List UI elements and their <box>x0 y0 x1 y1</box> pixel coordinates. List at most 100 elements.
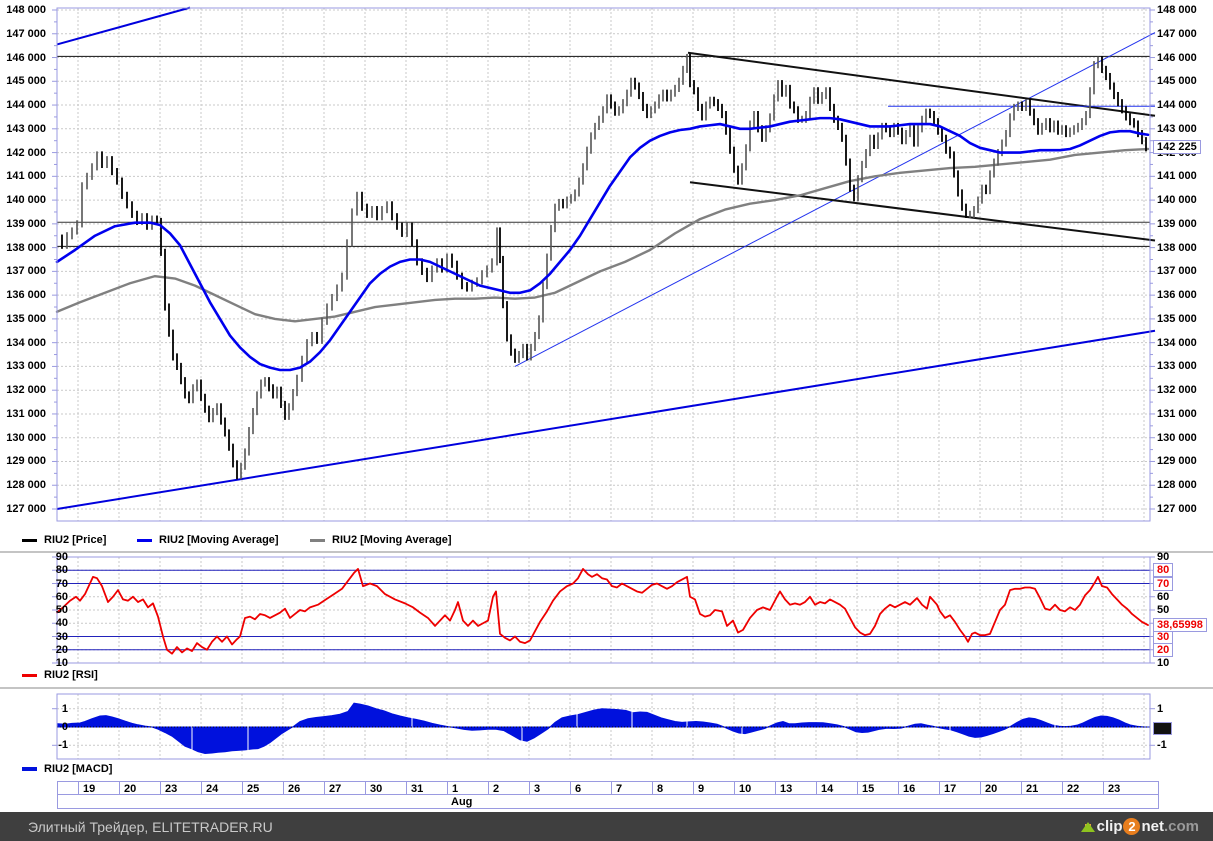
price-axis-label-left: 146 000 <box>6 51 46 64</box>
date-axis-cell-31: 31 <box>406 781 447 795</box>
rsi-axis-label-left: 90 <box>55 551 68 563</box>
rsi-axis-label-left: 30 <box>55 630 68 643</box>
price-axis-label-left: 140 000 <box>6 194 46 207</box>
date-axis-cell-27: 27 <box>324 781 365 795</box>
clip2net-com-text: .com <box>1163 818 1199 835</box>
rsi-guide-value-box: 20 <box>1153 642 1174 657</box>
price-axis-label-right: 144 000 <box>1157 99 1197 112</box>
date-axis-cell-14: 14 <box>816 781 857 795</box>
price-axis-label-left: 128 000 <box>6 479 46 492</box>
price-axis-label-right: 134 000 <box>1157 336 1197 349</box>
price-axis-label-right: 145 000 <box>1157 75 1197 88</box>
price-axis-label-right: 137 000 <box>1157 265 1197 278</box>
macd-axis-label-left: 0 <box>61 721 68 733</box>
footer-site-title: Элитный Трейдер, ELITETRADER.RU <box>28 818 273 835</box>
price-axis-label-left: 132 000 <box>6 384 46 397</box>
price-axis-label-left: 127 000 <box>6 503 46 515</box>
date-axis-cell-26: 26 <box>283 781 324 795</box>
date-axis-cell-20: 20 <box>980 781 1021 795</box>
date-axis-cell-24: 24 <box>201 781 242 795</box>
rsi-last-value-box: 38,65998 <box>1153 618 1207 633</box>
date-axis-cell-3: 3 <box>529 781 570 795</box>
price-axis-label-right: 133 000 <box>1157 360 1197 373</box>
price-axis-label-right: 127 000 <box>1157 503 1197 515</box>
macd-axis-label-right: -1 <box>1157 739 1167 752</box>
price-axis-label-right: 140 000 <box>1157 194 1197 207</box>
price-chart-svg <box>0 6 1213 760</box>
rsi-axis-label-left: 80 <box>55 564 68 577</box>
main-chart-legend: RIU2 [Price] RIU2 [Moving Average] RIU2 … <box>0 534 1213 550</box>
macd-label: RIU2 [MACD] <box>44 763 113 775</box>
month-axis-row <box>57 795 1159 809</box>
rsi-axis-label-left: 20 <box>55 643 68 656</box>
legend-item-ma-slow: RIU2 [Moving Average] <box>310 534 452 546</box>
price-axis-label-left: 137 000 <box>6 265 46 278</box>
price-axis-label-right: 138 000 <box>1157 241 1197 254</box>
date-axis-cell-1: 1 <box>447 781 488 795</box>
price-axis-label-left: 141 000 <box>6 170 46 183</box>
rsi-axis-label-left: 40 <box>55 617 68 630</box>
rsi-swatch-icon <box>22 673 37 677</box>
rsi-legend: RIU2 [RSI] <box>0 669 1213 685</box>
rsi-axis-label-right: 50 <box>1157 604 1170 616</box>
rsi-axis-label-left: 60 <box>55 590 68 603</box>
price-axis-label-left: 148 000 <box>6 4 46 16</box>
date-axis-cell-8: 8 <box>652 781 693 795</box>
price-axis-label-right: 146 000 <box>1157 51 1197 64</box>
price-axis-label-right: 148 000 <box>1157 4 1197 16</box>
price-axis-label-right: 135 000 <box>1157 312 1197 325</box>
rsi-axis-label-left: 70 <box>55 577 68 590</box>
price-axis-label-right: 131 000 <box>1157 407 1197 420</box>
clip2net-2-badge: 2 <box>1123 818 1141 835</box>
price-axis-label-right: 139 000 <box>1157 217 1197 230</box>
clip2net-net-text: net <box>1141 818 1164 835</box>
price-series-label: RIU2 [Price] <box>44 534 107 546</box>
legend-item-macd: RIU2 [MACD] <box>22 763 112 775</box>
rsi-axis-label-left: 50 <box>55 604 68 616</box>
rsi-label: RIU2 [RSI] <box>44 669 98 681</box>
date-axis-cell-9: 9 <box>693 781 734 795</box>
ma-slow-label: RIU2 [Moving Average] <box>332 534 452 546</box>
macd-axis-label-left: 1 <box>61 702 68 715</box>
month-label: Aug <box>451 796 473 808</box>
date-axis-cell-15: 15 <box>857 781 898 795</box>
price-axis-label-left: 142 000 <box>6 146 46 159</box>
rsi-axis-label-right: 60 <box>1157 590 1170 603</box>
legend-item-ma-fast: RIU2 [Moving Average] <box>137 534 279 546</box>
price-axis-label-right: 130 000 <box>1157 431 1197 444</box>
date-axis-cell-25: 25 <box>242 781 283 795</box>
date-axis-cell-10: 10 <box>734 781 775 795</box>
rsi-axis-label-left: 10 <box>55 657 68 669</box>
price-axis-label-left: 130 000 <box>6 431 46 444</box>
macd-last-value-marker <box>1153 722 1172 735</box>
date-axis-cell-7: 7 <box>611 781 652 795</box>
date-axis-cell-empty <box>57 781 78 795</box>
price-axis-label-right: 136 000 <box>1157 289 1197 302</box>
price-axis-label-right: 147 000 <box>1157 27 1197 40</box>
rsi-guide-value-box: 80 <box>1153 563 1174 578</box>
rsi-axis-label-right: 90 <box>1157 551 1170 563</box>
date-axis-cell-23: 23 <box>160 781 201 795</box>
clip2net-arrow-icon <box>1080 821 1095 832</box>
macd-swatch-icon <box>22 767 37 771</box>
date-axis-cell-17: 17 <box>939 781 980 795</box>
price-axis-label-left: 134 000 <box>6 336 46 349</box>
date-axis-cell-30: 30 <box>365 781 406 795</box>
price-axis-label-left: 136 000 <box>6 289 46 302</box>
date-axis-cell-22: 22 <box>1062 781 1103 795</box>
price-axis-label-right: 132 000 <box>1157 384 1197 397</box>
rsi-guide-value-box: 70 <box>1153 576 1174 591</box>
macd-legend: RIU2 [MACD] <box>0 763 1213 779</box>
price-axis-label-right: 128 000 <box>1157 479 1197 492</box>
footer-bar: Элитный Трейдер, ELITETRADER.RU clip 2 n… <box>0 812 1213 841</box>
price-axis-label-left: 147 000 <box>6 27 46 40</box>
legend-item-rsi: RIU2 [RSI] <box>22 669 98 681</box>
ma-slow-swatch-icon <box>310 538 325 542</box>
clip2net-watermark: clip 2 net .com <box>1080 818 1199 835</box>
ma-fast-label: RIU2 [Moving Average] <box>159 534 279 546</box>
price-axis-label-left: 145 000 <box>6 75 46 88</box>
price-axis-label-left: 131 000 <box>6 407 46 420</box>
price-axis-label-right: 129 000 <box>1157 455 1197 468</box>
date-axis-cell-6: 6 <box>570 781 611 795</box>
clip2net-clip-text: clip <box>1096 818 1123 835</box>
